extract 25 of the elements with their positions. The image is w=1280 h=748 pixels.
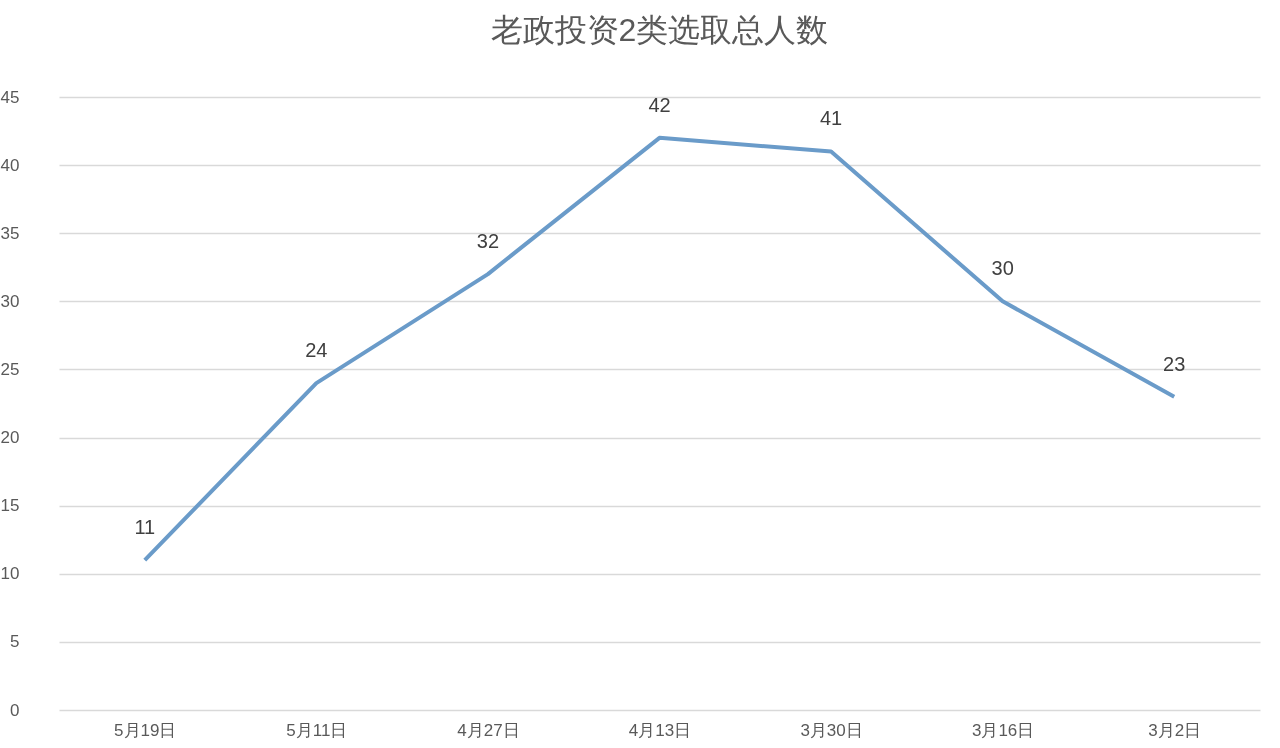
data-label: 32 (476, 230, 500, 253)
y-tick-label: 15 (0, 496, 20, 516)
data-label: 41 (819, 107, 843, 130)
x-tick-label: 3月16日 (971, 720, 1035, 740)
data-label: 23 (1163, 352, 1186, 375)
x-tick-label: 3月30日 (800, 720, 863, 740)
x-tick-label: 4月13日 (628, 720, 692, 740)
y-tick-label: 45 (0, 87, 20, 107)
data-label: 11 (134, 516, 156, 539)
x-tick-label: 5月11日 (286, 720, 348, 740)
y-tick-label: 25 (0, 359, 20, 379)
y-tick-label: 5 (10, 632, 20, 652)
y-tick-label: 0 (10, 700, 20, 720)
data-label: 42 (648, 93, 671, 116)
x-tick-label: 3月2日 (1148, 720, 1202, 740)
chart-title: 老政投资2类选取总人数 (490, 12, 829, 48)
y-tick-label: 40 (0, 155, 20, 175)
y-tick-label: 35 (0, 223, 20, 243)
data-label: 30 (991, 257, 1014, 280)
y-tick-label: 30 (0, 291, 20, 311)
y-tick-label: 10 (0, 564, 20, 584)
y-tick-label: 20 (0, 428, 20, 448)
x-tick-label: 4月27日 (457, 720, 520, 740)
x-tick-label: 5月19日 (114, 720, 177, 740)
data-label: 24 (305, 339, 328, 362)
